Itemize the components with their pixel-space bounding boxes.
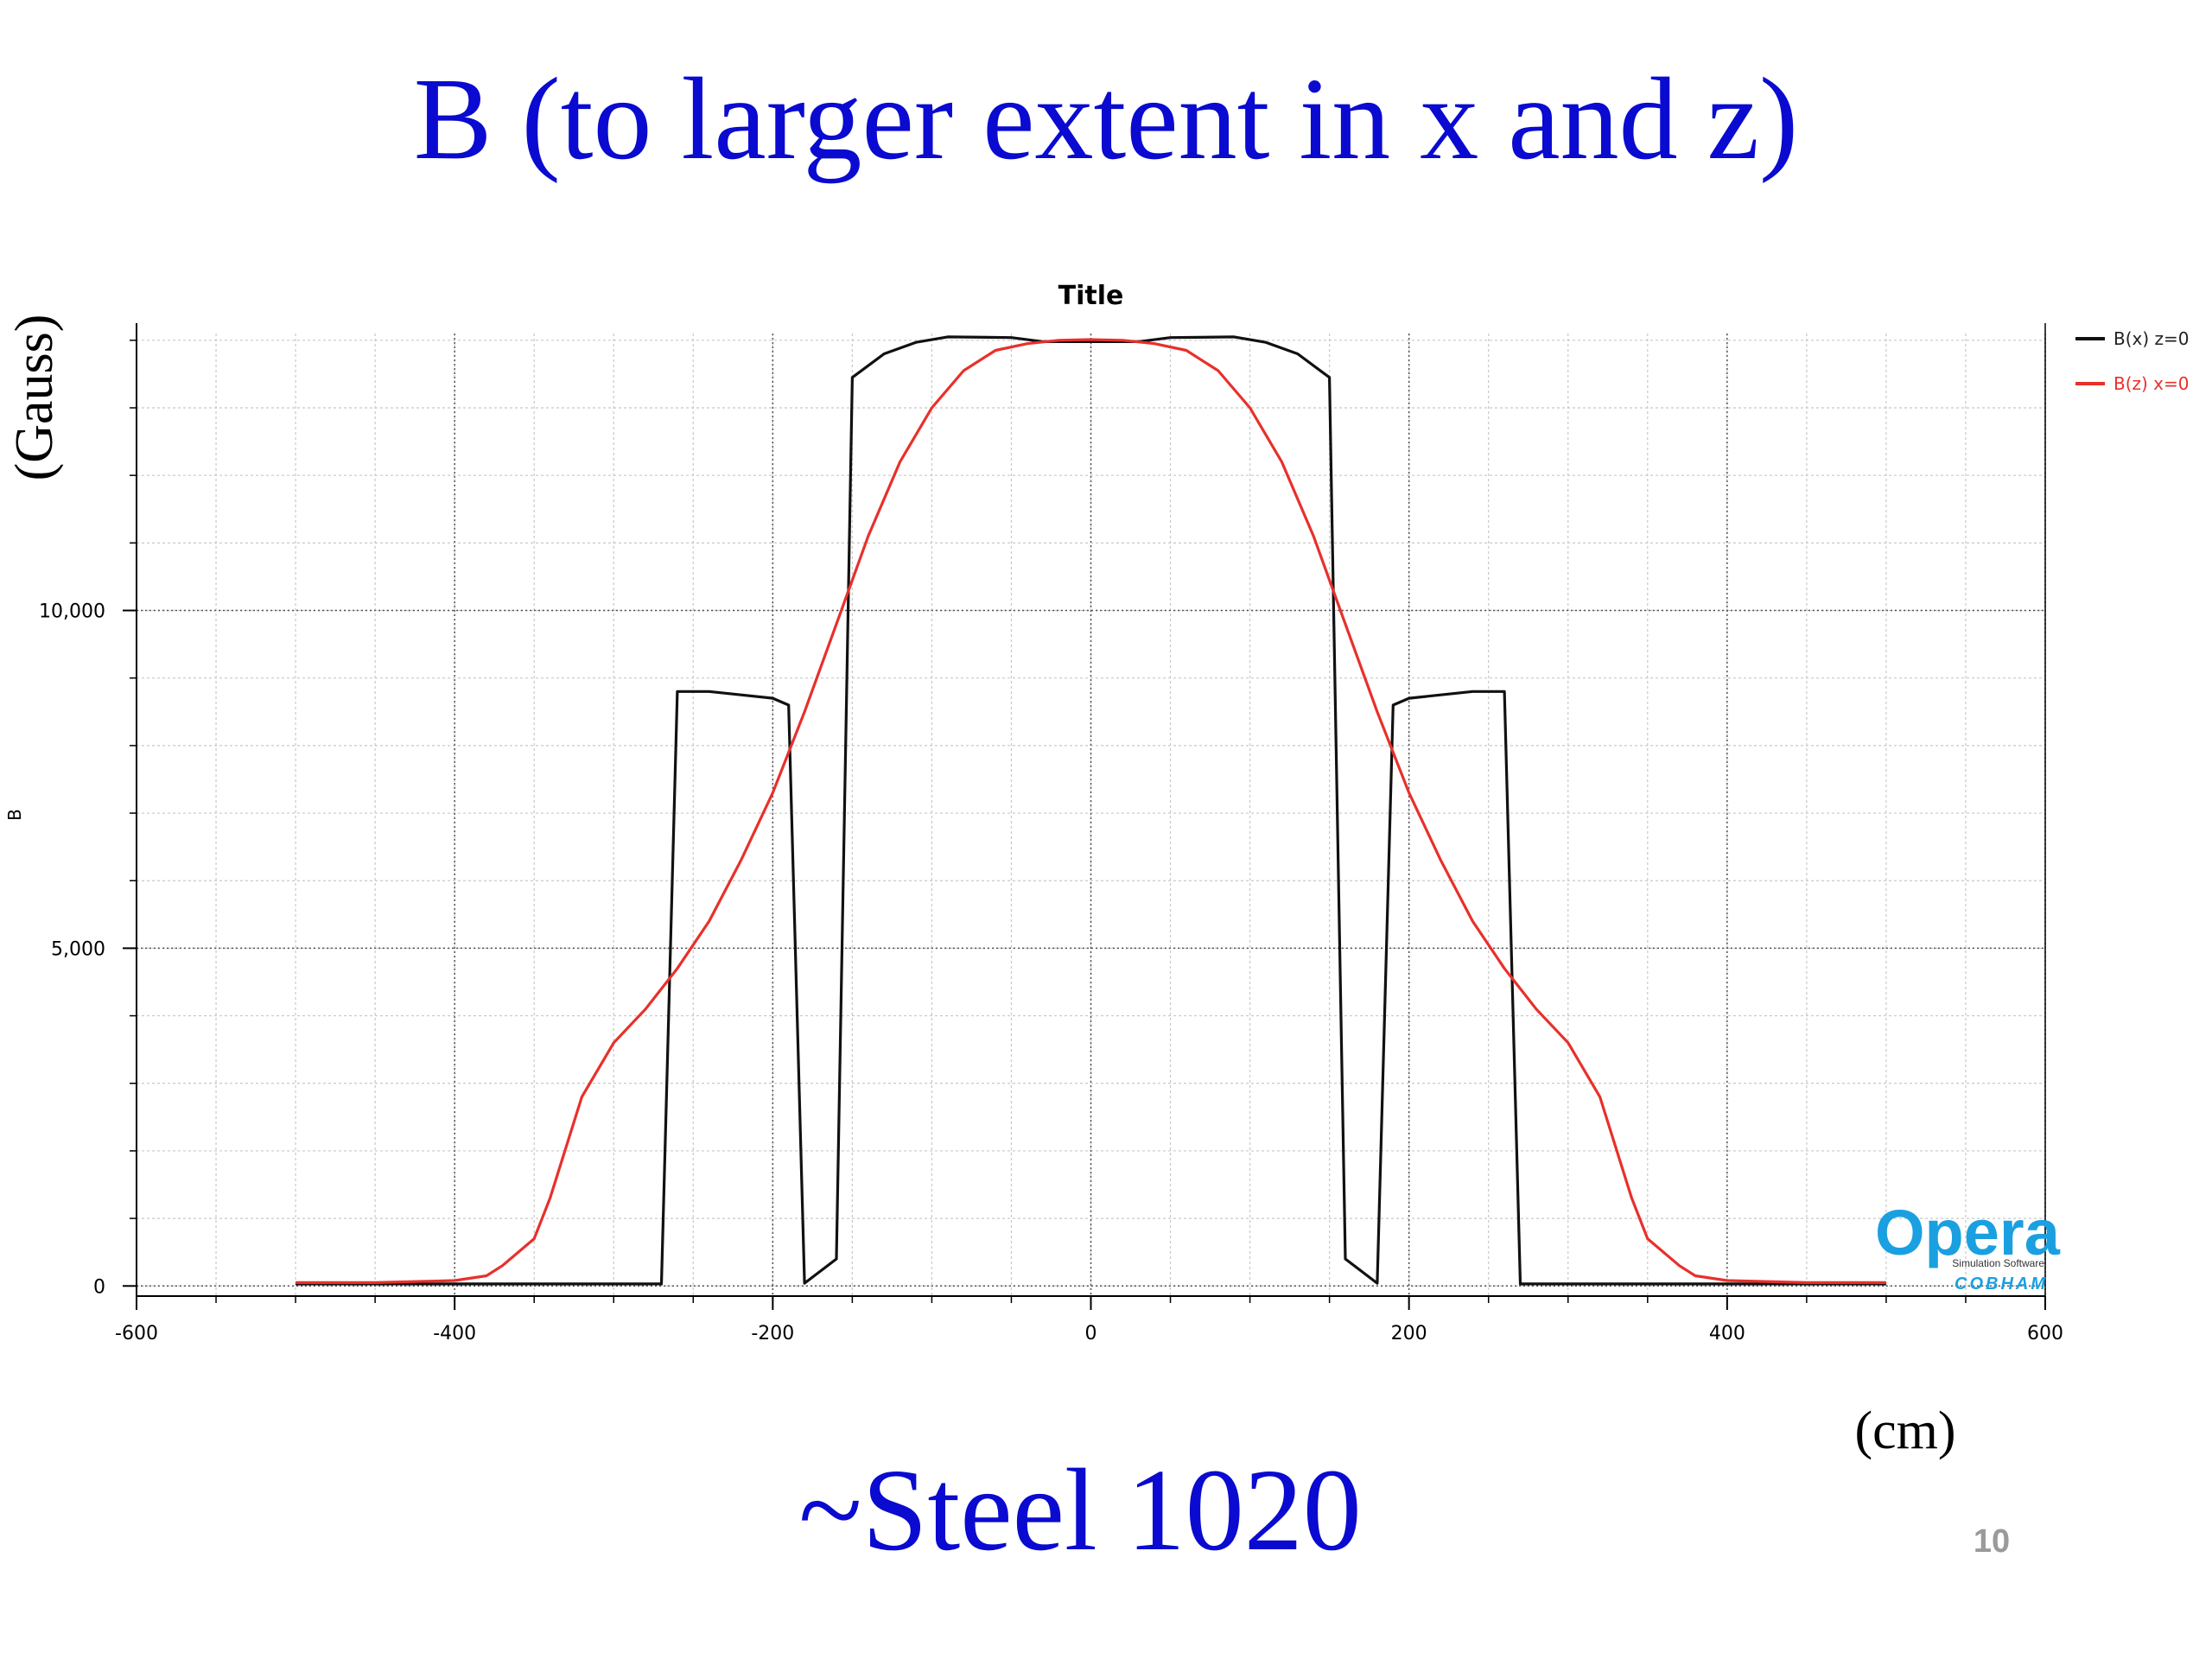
series-line-1 [296, 338, 1886, 1284]
y-tick-label: 0 [93, 1276, 105, 1298]
slide-title: B (to larger extent in x and z) [413, 54, 1799, 184]
chart: -600 -400 -200 0 200 400 600 0 5,000 10,000 Title B… [4, 281, 2190, 1344]
x-tick-label: -600 [115, 1323, 158, 1344]
cobham-logo: COBHAM [1955, 1274, 2048, 1294]
y-tick-label: 10,000 [39, 601, 105, 623]
opera-logo-tagline: Simulation Software [1952, 1257, 2044, 1269]
legend-label-0: B(x) z=0 [2113, 328, 2190, 349]
page-number: 10 [1973, 1523, 2011, 1560]
opera-logo: Opera [1875, 1197, 2060, 1268]
y-tick-label: 5,000 [51, 938, 105, 960]
x-tick-label: 0 [1085, 1323, 1097, 1344]
slide-subtitle: ~Steel 1020 [798, 1446, 1362, 1575]
x-tick-label: 600 [2027, 1323, 2063, 1344]
x-tick-label: -200 [751, 1323, 794, 1344]
x-unit-label: (cm) [1854, 1402, 1956, 1460]
y-axis-label: B [4, 809, 25, 821]
series-line-0 [296, 335, 1886, 1286]
x-tick-label: 400 [1709, 1323, 1745, 1344]
chart-title: Title [1058, 281, 1124, 311]
legend-label-1: B(z) x=0 [2113, 373, 2190, 394]
x-tick-label: -400 [433, 1323, 476, 1344]
x-tick-label: 200 [1391, 1323, 1427, 1344]
